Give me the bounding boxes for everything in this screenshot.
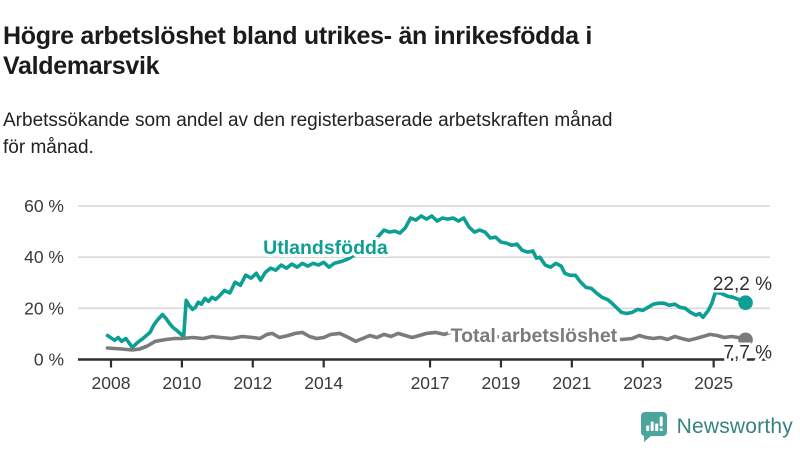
y-tick-label: 20 % xyxy=(24,298,64,318)
subtitle-line-1: Arbetssökande som andel av den registerb… xyxy=(3,110,613,131)
x-tick-label: 2012 xyxy=(233,373,272,393)
page-title: Högre arbetslöshet bland utrikes- än inr… xyxy=(3,21,797,81)
x-tick-label: 2023 xyxy=(623,373,662,393)
x-tick-label: 2017 xyxy=(411,373,450,393)
y-tick-label: 40 % xyxy=(24,247,64,267)
series-line-utlandsf-dda xyxy=(105,214,748,350)
series-label: Utlandsfödda xyxy=(263,237,388,259)
chart-subtitle: Arbetssökande som andel av den registerb… xyxy=(3,108,797,162)
series-label: Total arbetslöshet xyxy=(451,325,618,347)
newsworthy-wordmark: Newsworthy xyxy=(676,414,793,438)
x-tick-label: 2025 xyxy=(694,373,733,393)
bar-chart-speech-bubble-icon xyxy=(640,412,667,442)
newsworthy-logo[interactable]: Newsworthy xyxy=(640,411,793,442)
subtitle-line-2: för månad. xyxy=(3,136,94,158)
end-value-label: 7,7 % xyxy=(723,343,772,364)
end-value-label: 22,2 % xyxy=(713,274,772,295)
x-tick-label: 2021 xyxy=(552,373,591,393)
end-dot xyxy=(738,332,753,348)
x-tick-label: 2014 xyxy=(304,373,343,393)
series-line-total-arbetsl-shet xyxy=(105,329,748,352)
x-tick-label: 2019 xyxy=(481,373,520,393)
x-tick-label: 2010 xyxy=(162,373,201,393)
title-line-2: Valdemarsvik xyxy=(3,51,160,80)
title-line-1: Högre arbetslöshet bland utrikes- än inr… xyxy=(3,21,592,50)
y-tick-label: 60 % xyxy=(24,196,64,216)
y-tick-label: 0 % xyxy=(34,350,64,370)
x-tick-label: 2008 xyxy=(92,373,131,393)
end-dot xyxy=(738,295,753,311)
